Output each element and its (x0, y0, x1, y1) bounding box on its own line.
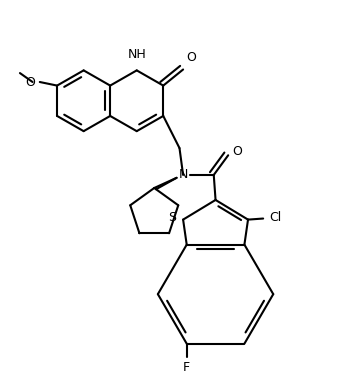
Text: O: O (232, 145, 243, 158)
Text: F: F (183, 361, 190, 374)
Text: O: O (26, 76, 35, 89)
Text: Cl: Cl (270, 211, 282, 224)
Text: S: S (169, 211, 177, 224)
Text: N: N (178, 168, 188, 181)
Text: NH: NH (127, 49, 146, 61)
Text: O: O (187, 51, 197, 64)
